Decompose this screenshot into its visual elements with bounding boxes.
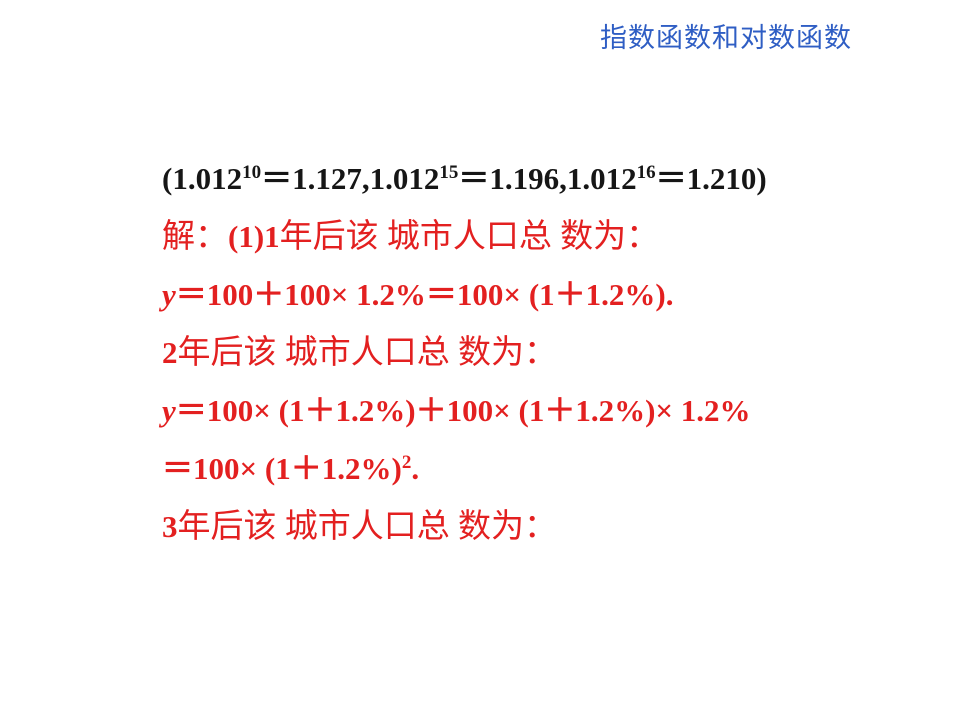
equation-year2-line-a: y＝100× (1＋1.2%)＋100× (1＋1.2%)× 1.2% xyxy=(162,382,922,440)
equation-text: ＝100× (1＋1.2%)＋100× (1＋1.2%)× 1.2% xyxy=(175,393,751,428)
intro-text: 年后该 城市人口总 数为： xyxy=(177,335,558,371)
given-values-line: (1.01210＝1.127,1.01215＝1.196,1.01216＝1.2… xyxy=(162,150,922,208)
text-segment: ＝1.196,1.012 xyxy=(458,161,637,196)
intro-text: 年后该 城市人口总 数为： xyxy=(177,509,558,545)
year2-intro-line: 2年后该 城市人口总 数为： xyxy=(162,324,922,382)
variable-y: y xyxy=(162,277,176,312)
variable-y: y xyxy=(162,393,176,428)
year-number: 3 xyxy=(162,509,178,544)
text-segment: (1.012 xyxy=(162,161,243,196)
solution-content: (1.01210＝1.127,1.01215＝1.196,1.01216＝1.2… xyxy=(162,150,922,556)
exponent-15: 15 xyxy=(439,162,459,183)
equation-year1-line: y＝100＋100× 1.2%＝100× (1＋1.2%). xyxy=(162,266,922,324)
year-number: 2 xyxy=(162,335,178,370)
exponent-16: 16 xyxy=(636,162,656,183)
year3-intro-line: 3年后该 城市人口总 数为： xyxy=(162,498,922,556)
slide-header-title: 指数函数和对数函数 xyxy=(600,23,852,53)
text-segment: ＝1.127,1.012 xyxy=(261,161,440,196)
equation-text: ＝100× (1＋1.2%) xyxy=(162,451,402,486)
equation-year2-line-b: ＝100× (1＋1.2%)2. xyxy=(162,440,922,498)
step-number: (1)1 xyxy=(228,219,280,254)
equation-text: . xyxy=(411,451,420,486)
solve-prefix: 解： xyxy=(162,219,228,255)
equation-text: ＝100＋100× 1.2%＝100× (1＋1.2%). xyxy=(175,277,674,312)
exponent-2: 2 xyxy=(401,452,412,473)
intro-text: 年后该 城市人口总 数为： xyxy=(279,219,660,255)
text-segment: ＝1.210) xyxy=(655,161,767,196)
exponent-10: 10 xyxy=(242,162,262,183)
solution-step1-intro-line: 解：(1)1年后该 城市人口总 数为： xyxy=(162,208,922,266)
